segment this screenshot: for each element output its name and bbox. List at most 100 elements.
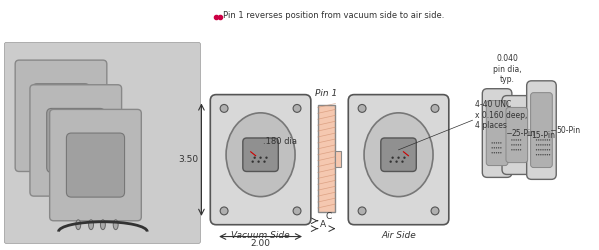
Circle shape [492, 147, 493, 148]
Circle shape [547, 149, 548, 150]
Circle shape [518, 149, 519, 150]
FancyBboxPatch shape [47, 108, 105, 172]
Text: A: A [320, 220, 326, 229]
Text: Pin 1: Pin 1 [316, 89, 338, 98]
Circle shape [538, 139, 539, 141]
FancyBboxPatch shape [15, 60, 107, 172]
FancyBboxPatch shape [482, 89, 512, 178]
Circle shape [542, 154, 544, 156]
Circle shape [547, 144, 548, 146]
Circle shape [403, 156, 406, 159]
FancyBboxPatch shape [30, 85, 122, 196]
Circle shape [520, 144, 521, 146]
Circle shape [511, 139, 513, 141]
Circle shape [536, 144, 537, 146]
FancyBboxPatch shape [531, 93, 552, 168]
Circle shape [513, 139, 515, 141]
Circle shape [542, 139, 544, 141]
Text: 25-Pin: 25-Pin [512, 128, 536, 138]
Circle shape [498, 152, 500, 154]
Circle shape [494, 142, 495, 144]
FancyBboxPatch shape [4, 42, 201, 243]
Circle shape [516, 144, 517, 146]
Circle shape [540, 154, 541, 156]
Circle shape [358, 104, 366, 112]
Circle shape [540, 144, 541, 146]
FancyBboxPatch shape [381, 138, 416, 172]
Circle shape [513, 149, 515, 150]
Bar [335, 151, 341, 166]
Circle shape [496, 147, 497, 148]
Text: .180 dia: .180 dia [262, 138, 297, 146]
Bar [317, 106, 335, 212]
Circle shape [536, 139, 537, 141]
Circle shape [392, 156, 394, 159]
FancyBboxPatch shape [527, 81, 556, 179]
FancyBboxPatch shape [50, 110, 141, 221]
Circle shape [494, 147, 495, 148]
Ellipse shape [113, 220, 118, 230]
Circle shape [518, 139, 519, 141]
Text: Air Side: Air Side [381, 230, 416, 239]
Circle shape [265, 156, 268, 159]
Circle shape [536, 149, 537, 150]
Circle shape [293, 207, 301, 215]
Circle shape [549, 149, 550, 150]
Ellipse shape [89, 220, 93, 230]
Circle shape [259, 156, 262, 159]
Circle shape [492, 142, 493, 144]
Text: Vacuum Side: Vacuum Side [231, 230, 290, 239]
Text: 50-Pin: 50-Pin [556, 126, 580, 134]
Circle shape [358, 207, 366, 215]
Ellipse shape [76, 220, 81, 230]
Circle shape [549, 144, 550, 146]
Circle shape [540, 149, 541, 150]
Circle shape [264, 160, 266, 163]
Circle shape [401, 160, 404, 163]
Circle shape [520, 149, 521, 150]
Circle shape [516, 149, 517, 150]
Circle shape [540, 139, 541, 141]
FancyBboxPatch shape [486, 100, 508, 166]
Circle shape [520, 139, 521, 141]
FancyBboxPatch shape [506, 108, 528, 162]
Circle shape [544, 149, 546, 150]
Circle shape [536, 154, 537, 156]
Text: Pin 1 reverses position from vacuum side to air side.: Pin 1 reverses position from vacuum side… [223, 11, 444, 20]
Circle shape [397, 156, 400, 159]
FancyBboxPatch shape [243, 138, 279, 172]
Circle shape [511, 149, 513, 150]
Circle shape [538, 144, 539, 146]
Circle shape [544, 144, 546, 146]
Circle shape [547, 154, 548, 156]
Circle shape [516, 139, 517, 141]
Circle shape [549, 154, 550, 156]
Circle shape [547, 139, 548, 141]
Circle shape [253, 156, 256, 159]
Circle shape [252, 160, 254, 163]
Text: 0.040
pin dia,
typ.: 0.040 pin dia, typ. [492, 54, 521, 84]
Circle shape [389, 160, 392, 163]
Circle shape [496, 142, 497, 144]
Circle shape [511, 144, 513, 146]
Circle shape [220, 207, 228, 215]
Circle shape [500, 142, 501, 144]
FancyBboxPatch shape [348, 94, 449, 225]
Circle shape [492, 152, 493, 154]
Circle shape [513, 144, 515, 146]
Circle shape [395, 160, 398, 163]
Circle shape [496, 152, 497, 154]
FancyBboxPatch shape [66, 133, 125, 197]
Text: C: C [325, 212, 332, 221]
Text: 4-40 UNC
x 0.160 deep,
4 places: 4-40 UNC x 0.160 deep, 4 places [476, 100, 528, 130]
Circle shape [544, 139, 546, 141]
Circle shape [500, 152, 501, 154]
Ellipse shape [101, 220, 105, 230]
Text: 3.50: 3.50 [179, 155, 198, 164]
Circle shape [542, 149, 544, 150]
Circle shape [431, 104, 439, 112]
Circle shape [431, 207, 439, 215]
Ellipse shape [364, 113, 433, 196]
FancyBboxPatch shape [210, 94, 311, 225]
Circle shape [518, 144, 519, 146]
